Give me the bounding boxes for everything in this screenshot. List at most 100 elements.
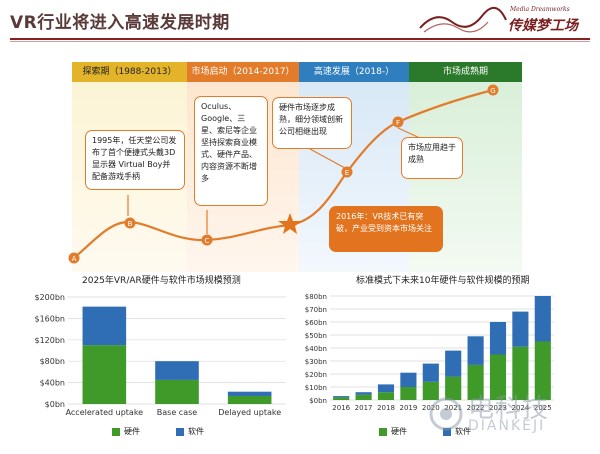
y-tick-label: $160bn	[34, 314, 65, 323]
y-tick-label: $60bn	[305, 319, 327, 327]
timeline-point: B	[124, 217, 136, 229]
bar-segment	[377, 384, 395, 393]
y-tick-label: $10bn	[305, 384, 327, 392]
callout-virtual-boy: 1995年，任天堂公司发布了首个便捷式头戴3D显示器 Virtual Boy并配…	[85, 130, 185, 190]
leader-e	[309, 148, 346, 169]
bar-segment	[489, 322, 507, 355]
x-tick-label: 2018	[377, 404, 395, 412]
x-tick-label: 2023	[489, 404, 507, 412]
watermark: 电科技 DIANKEJI	[428, 388, 598, 448]
x-tick-label: Accelerated uptake	[66, 408, 144, 417]
callout-market-mature: 市场应用趋于成熟	[401, 137, 463, 179]
page-title: VR行业将进入高速发展时期	[10, 13, 230, 33]
bar-segment	[377, 392, 395, 400]
bar-segment	[400, 372, 417, 387]
callout-2016: 2016年：VR技术已有突破，产业受到资本市场关注	[329, 206, 443, 252]
timeline-point: E	[341, 166, 353, 178]
x-tick-label: 2025	[534, 404, 552, 412]
star-icon	[278, 213, 302, 234]
bar-segment	[82, 306, 127, 346]
y-tick-label: $40bn	[40, 379, 65, 388]
timeline-points: A B C D E F G	[68, 84, 499, 264]
legend-swatch-software	[176, 427, 184, 436]
chart-title: 2025年VR/AR硬件与软件市场规模预测	[82, 276, 241, 286]
y-tick-label: $0bn	[45, 400, 65, 409]
x-tick-label: 2022	[467, 404, 485, 412]
bar-segment	[467, 336, 484, 365]
legend-software: 软件	[455, 427, 471, 436]
svg-text:E: E	[345, 169, 349, 177]
bar-segment	[82, 345, 127, 404]
bar-segment	[355, 392, 372, 395]
y-tick-label: $80bn	[305, 293, 327, 301]
watermark-logo-icon	[429, 397, 463, 431]
bar-segment	[534, 296, 551, 342]
x-tick-label: 2017	[355, 404, 373, 412]
x-tick-label: 2021	[444, 404, 462, 412]
chart-title: 标准模式下未来10年硬件与软件规模的预期	[356, 276, 530, 286]
svg-text:C: C	[205, 237, 210, 245]
bar-segment	[227, 391, 272, 396]
x-tick-label: Delayed uptake	[218, 408, 281, 417]
legend: 硬件 软件	[112, 426, 234, 437]
x-tick-label: 2016	[332, 404, 350, 412]
bar-segment	[512, 311, 529, 347]
timeline-point: F	[392, 116, 404, 128]
legend-swatch-hardware	[379, 427, 387, 436]
bar-segment	[155, 361, 199, 380]
timeline-point: G	[487, 84, 499, 96]
y-tick-label: $120bn	[34, 336, 65, 345]
bar-segment	[422, 381, 439, 400]
y-tick-label: $200bn	[34, 293, 65, 302]
svg-text:B: B	[128, 220, 133, 228]
bar-segment	[445, 350, 462, 377]
brand-script: Media Dreamworks	[510, 6, 570, 13]
bar-segment	[155, 379, 199, 404]
y-tick-label: $70bn	[305, 306, 327, 314]
bar-segment	[422, 363, 439, 382]
bar-segment	[333, 396, 350, 398]
callout-hardware-mature: 硬件市场逐步成熟，细分领域创新公司相继出现	[272, 97, 352, 149]
stage-label: 市场启动（2014-2017）	[187, 62, 299, 82]
stage-label: 探索期（1988-2013）	[72, 62, 187, 82]
legend-hardware: 硬件	[124, 427, 140, 436]
bar-segment	[445, 376, 462, 400]
bar-segment	[467, 364, 484, 400]
y-tick-label: $50bn	[305, 332, 327, 340]
svg-text:A: A	[72, 255, 77, 263]
brand-logo: Media Dreamworks 传媒梦工场	[418, 4, 588, 38]
brand-wave-icon	[419, 7, 507, 33]
bar-segment	[227, 395, 272, 404]
timeline-point: C	[201, 234, 213, 246]
stage-label: 市场成熟期	[409, 62, 522, 82]
svg-text:G: G	[490, 87, 495, 95]
watermark-text: 电科技	[468, 394, 550, 424]
legend-hardware: 硬件	[391, 427, 407, 436]
svg-text:F: F	[396, 119, 400, 127]
header-rule-thin	[10, 41, 590, 42]
bar-segment	[534, 341, 551, 400]
y-tick-label: $40bn	[305, 345, 327, 353]
leader-f	[397, 127, 421, 139]
watermark-subtext: DIANKEJI	[468, 418, 546, 434]
y-tick-label: $0bn	[309, 397, 327, 405]
legend-software: 软件	[188, 427, 204, 436]
callout-companies: Oculus、Google、三星、索尼等企业坚持探索商业模式、硬件产品、内容资源…	[194, 96, 268, 206]
legend: 硬件 软件	[379, 426, 501, 437]
bar-segment	[333, 397, 350, 400]
x-tick-label: Base case	[157, 408, 197, 417]
bar-segment	[355, 394, 372, 400]
stage-label: 高速发展（2018-）	[299, 62, 409, 82]
x-tick-label: 2024	[511, 404, 529, 412]
chart-market-forecast-2025: $0bn $40bn $80bn $120bn $160bn $200bn Accelera…	[34, 293, 286, 417]
y-tick-label: $80bn	[40, 357, 65, 366]
bar-segment	[400, 387, 417, 400]
timeline-point: A	[68, 252, 80, 264]
legend-swatch-hardware	[112, 427, 120, 436]
bar-segment	[489, 354, 507, 400]
y-tick-label: $20bn	[305, 371, 327, 379]
bar-segment	[512, 346, 529, 400]
x-tick-label: 2019	[399, 404, 417, 412]
y-tick-label: $30bn	[305, 358, 327, 366]
header-rule	[10, 38, 590, 40]
